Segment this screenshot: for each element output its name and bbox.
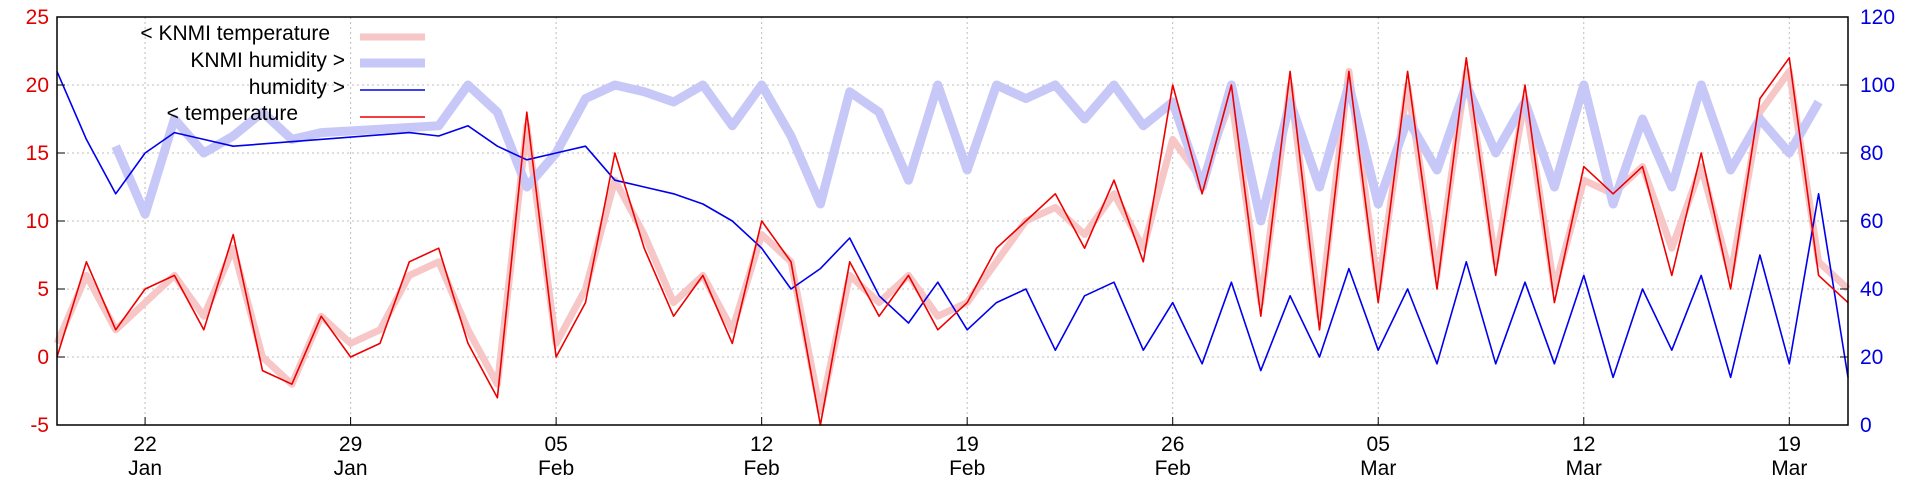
x-tick-label-day: 19 <box>956 433 979 456</box>
series-line-knmi-temperature <box>53 67 1851 415</box>
x-tick-label-day: 26 <box>1161 433 1184 456</box>
x-tick-label-day: 19 <box>1778 433 1801 456</box>
y-tick-label-left: 10 <box>26 210 49 233</box>
series-line-knmi-humidity <box>111 80 1823 226</box>
legend-label-temperature: < temperature <box>167 102 298 125</box>
y-tick-label-right: 120 <box>1860 6 1895 29</box>
x-tick-label-month: Feb <box>949 457 985 480</box>
x-tick-label-month: Jan <box>334 457 368 480</box>
x-tick-label-month: Feb <box>538 457 574 480</box>
x-tick-label-month: Mar <box>1771 457 1807 480</box>
y-tick-label-left: 5 <box>37 278 49 301</box>
x-tick-label-day: 12 <box>1572 433 1595 456</box>
y-tick-label-left: 25 <box>26 6 49 29</box>
x-tick-label-month: Mar <box>1360 457 1396 480</box>
x-tick-label-day: 12 <box>750 433 773 456</box>
x-tick-label-day: 22 <box>133 433 156 456</box>
y-tick-label-left: 15 <box>26 142 49 165</box>
y-tick-label-right: 60 <box>1860 210 1883 233</box>
legend: < KNMI temperature KNMI humidity > humid… <box>140 22 425 125</box>
legend-label-knmi-humidity: KNMI humidity > <box>190 49 345 72</box>
y-tick-label-left: -5 <box>30 414 49 437</box>
y-tick-label-right: 100 <box>1860 74 1895 97</box>
y-axis-right: 0 20 40 60 80 100 120 <box>1840 6 1895 437</box>
legend-label-knmi-temperature: < KNMI temperature <box>140 22 330 45</box>
x-tick-label-day: 05 <box>544 433 567 456</box>
x-tick-label-month: Jan <box>128 457 162 480</box>
x-tick-label-month: Mar <box>1566 457 1602 480</box>
x-tick-label-month: Feb <box>744 457 780 480</box>
y-tick-label-left: 20 <box>26 74 49 97</box>
x-axis: 22Jan29Jan05Feb12Feb19Feb26Feb05Mar12Mar… <box>128 417 1807 480</box>
x-tick-label-day: 05 <box>1367 433 1390 456</box>
x-tick-label-month: Feb <box>1155 457 1191 480</box>
y-tick-label-left: 0 <box>37 346 49 369</box>
series-layer <box>53 56 1851 426</box>
y-tick-label-right: 20 <box>1860 346 1883 369</box>
y-tick-label-right: 80 <box>1860 142 1883 165</box>
series-line-humidity <box>56 71 1849 379</box>
y-axis-left: -5 0 5 10 15 20 25 <box>26 6 65 437</box>
x-tick-label-day: 29 <box>339 433 362 456</box>
series-line-temperature <box>56 56 1849 426</box>
y-tick-label-right: 40 <box>1860 278 1883 301</box>
y-tick-label-right: 0 <box>1860 414 1872 437</box>
legend-label-humidity: humidity > <box>249 76 345 99</box>
